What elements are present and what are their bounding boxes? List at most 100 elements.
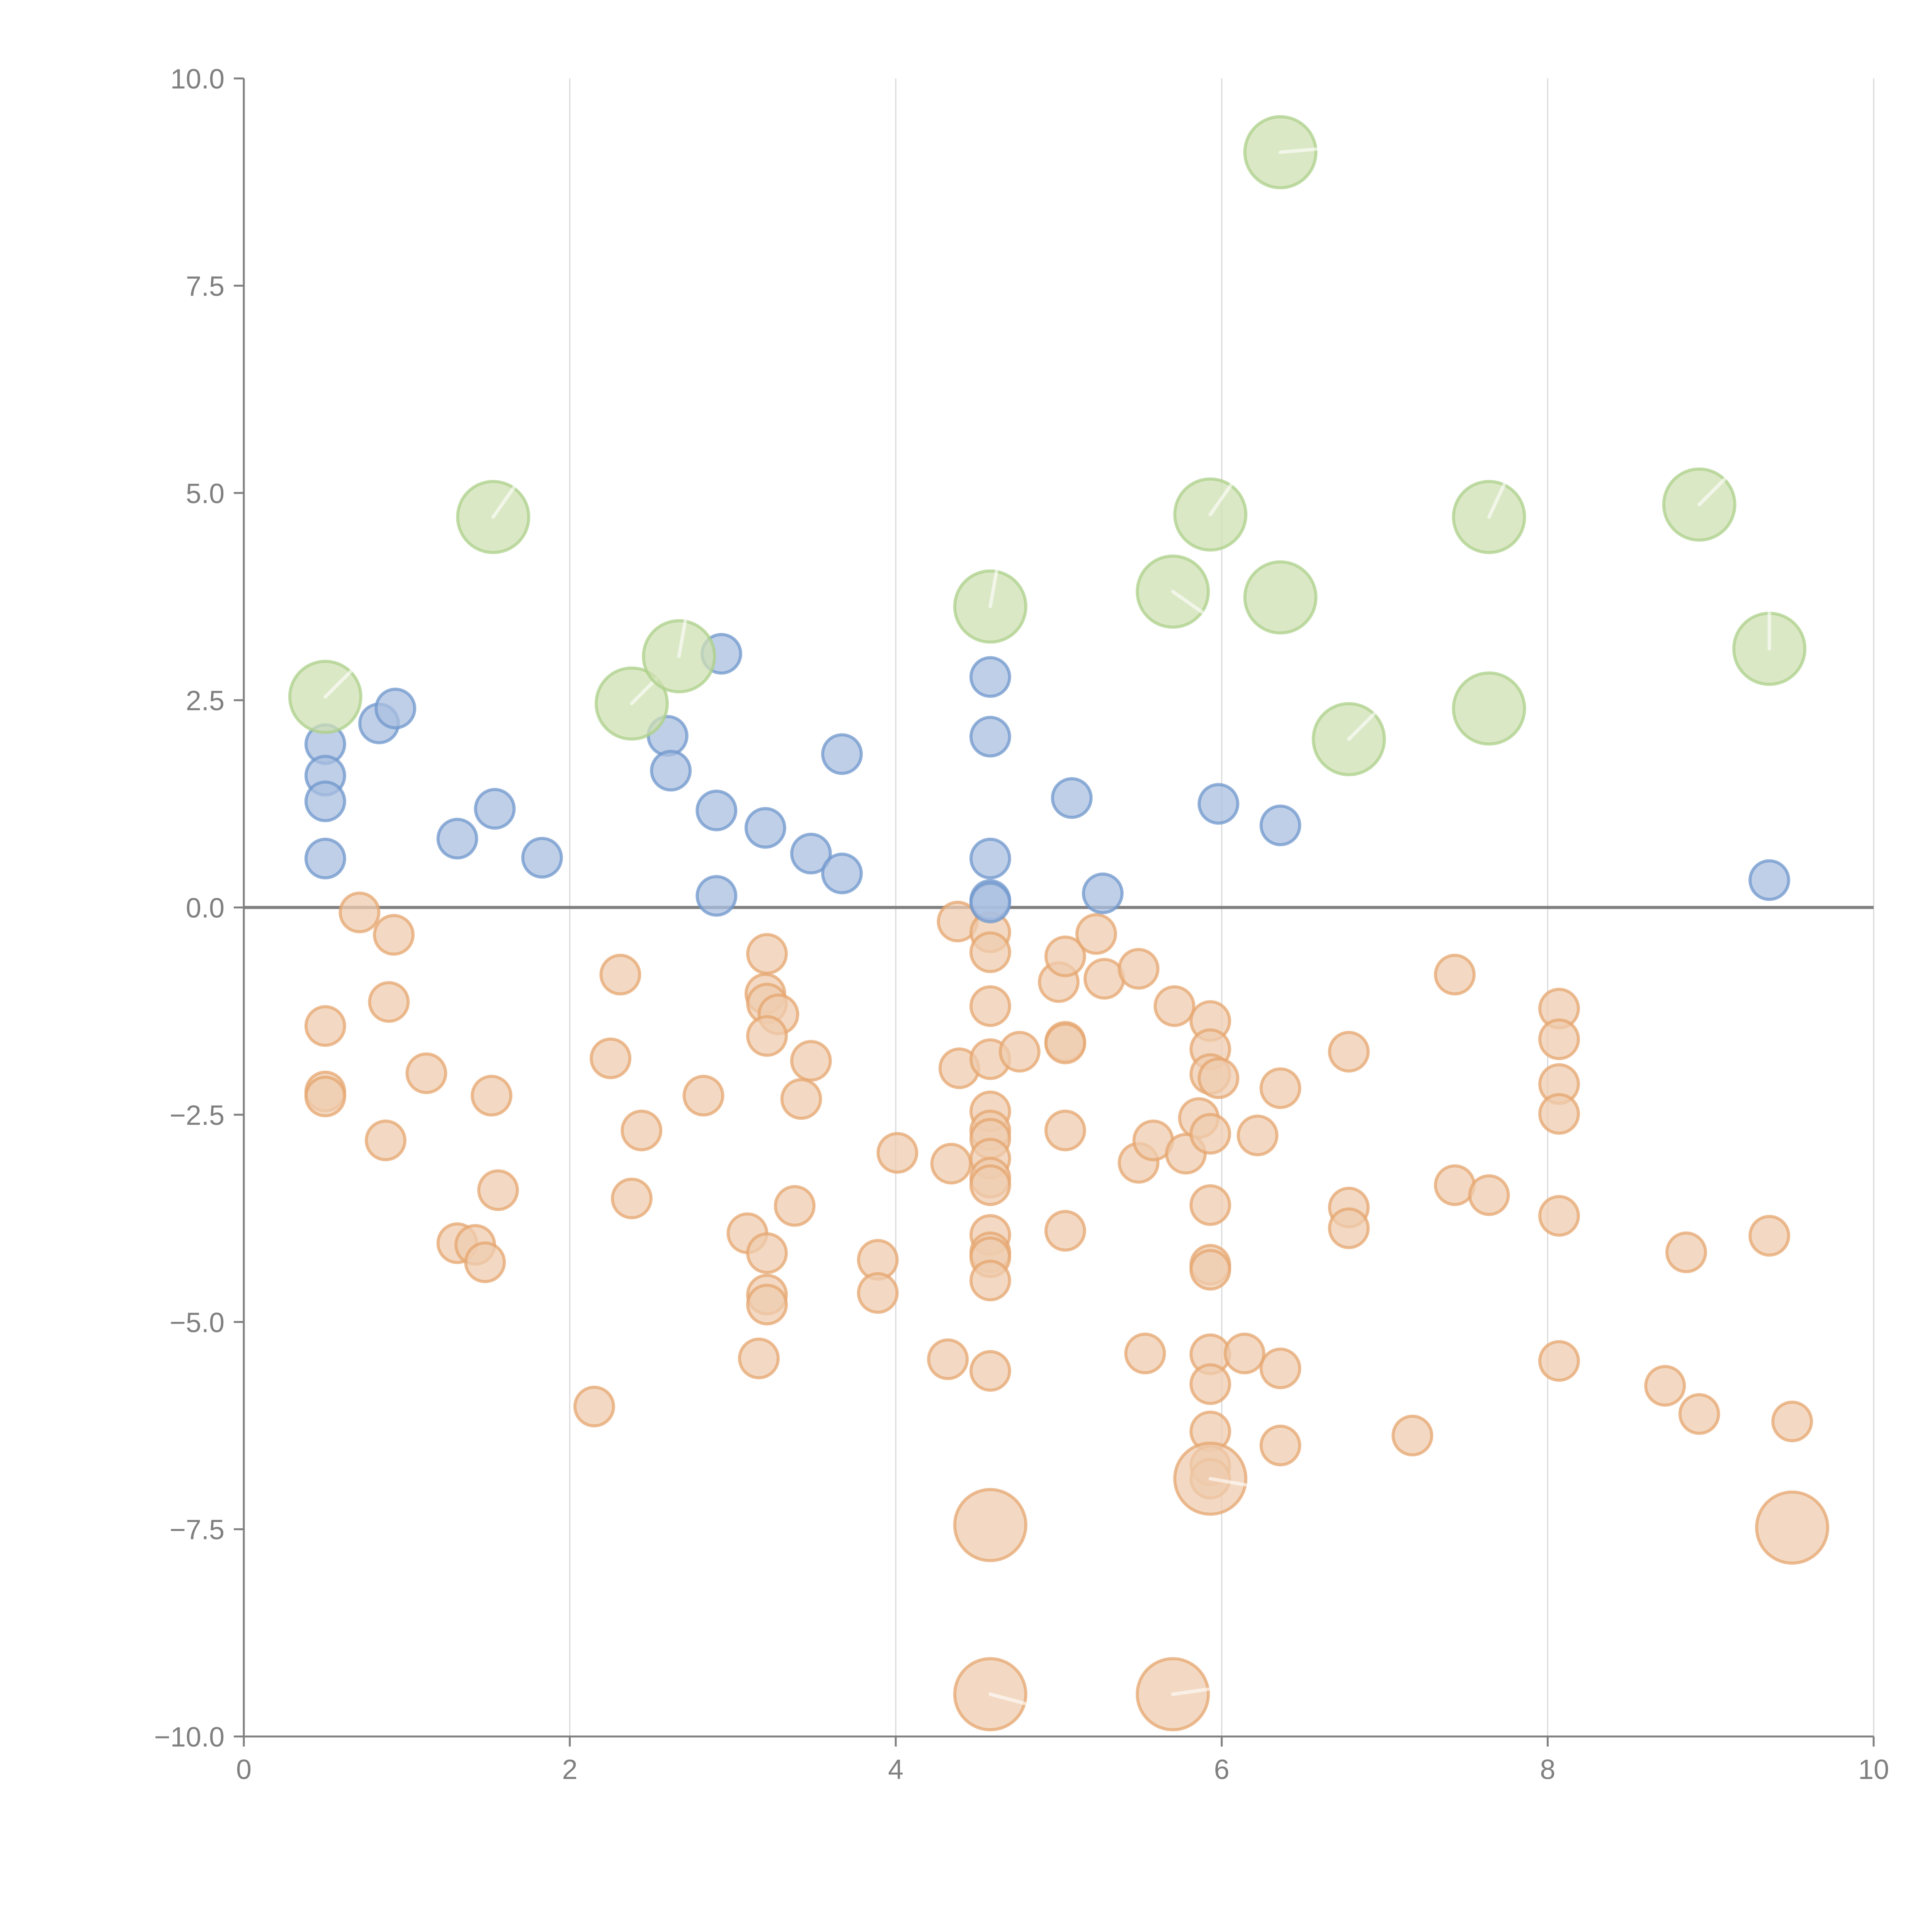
orange-marker [969, 931, 1011, 973]
data-points [288, 115, 1830, 1731]
blue-marker [744, 807, 786, 849]
green-point [1732, 611, 1807, 686]
green-point [594, 666, 669, 741]
green-direction-line [491, 486, 515, 519]
orange-marker [1044, 1109, 1086, 1151]
orange-point [471, 1075, 513, 1117]
orange-marker [1748, 1215, 1791, 1257]
y-tick-label: 5.0 [186, 478, 224, 509]
blue-marker [304, 780, 346, 822]
green-point [1452, 480, 1526, 554]
orange-point [780, 1078, 822, 1120]
orange-large-direction-line [988, 1692, 1027, 1705]
orange-marker [774, 1185, 816, 1227]
blue-marker [821, 733, 863, 775]
green-point [1173, 477, 1248, 552]
orange-marker [969, 1350, 1011, 1392]
orange-point [930, 1143, 972, 1185]
blue-marker [474, 788, 516, 830]
x-axis-ticks: 0 2 4 6 8 10 [236, 1736, 1889, 1785]
orange-point [1665, 1231, 1707, 1274]
blue-marker [696, 789, 738, 832]
orange-point [304, 1075, 346, 1117]
orange-point [1189, 1184, 1231, 1226]
blue-marker [1051, 777, 1093, 819]
orange-marker [1236, 1114, 1279, 1156]
green-direction-line [1208, 483, 1233, 517]
orange-point [1259, 1347, 1301, 1389]
orange-point [405, 1052, 447, 1094]
orange-marker [1468, 1174, 1510, 1216]
green-direction-line [1171, 590, 1204, 614]
orange-marker [1189, 1113, 1231, 1155]
orange-marker [1259, 1424, 1301, 1466]
orange-point [969, 1259, 1011, 1301]
green-direction-line [677, 619, 687, 658]
orange-point [1468, 1174, 1510, 1216]
orange-marker [1538, 1018, 1580, 1060]
blue-point [790, 833, 832, 875]
orange-point [746, 1284, 788, 1326]
orange-marker [304, 1075, 346, 1117]
orange-point [1678, 1393, 1720, 1435]
orange-point [1197, 1057, 1240, 1099]
orange-large-marker [1755, 1490, 1830, 1565]
orange-point [1538, 1195, 1580, 1237]
orange-point [1189, 1249, 1231, 1291]
orange-point [304, 1005, 346, 1047]
blue-point [304, 837, 346, 879]
orange-marker [464, 1241, 506, 1283]
blue-point [374, 687, 417, 730]
blue-marker [1748, 859, 1791, 901]
y-tick-label: 7.5 [186, 271, 224, 302]
orange-marker [738, 1337, 780, 1379]
orange-point [573, 1386, 615, 1428]
orange-marker [1259, 1347, 1301, 1389]
orange-marker [790, 1040, 832, 1082]
orange-large-point [953, 1657, 1027, 1731]
orange-point [1189, 1363, 1231, 1405]
green-point [1243, 115, 1318, 189]
orange-marker [1644, 1365, 1686, 1407]
green-point [288, 660, 362, 734]
green-marker [1452, 671, 1526, 746]
orange-point [477, 1169, 519, 1211]
orange-point [746, 1232, 788, 1274]
orange-marker [405, 1052, 447, 1094]
orange-marker [998, 1031, 1041, 1073]
y-tick-label: 0.0 [186, 893, 224, 924]
orange-marker [573, 1386, 615, 1428]
y-tick-label: −10.0 [154, 1722, 224, 1753]
orange-large-direction-line [1171, 1687, 1210, 1696]
orange-large-marker [953, 1488, 1027, 1562]
blue-marker [790, 833, 832, 875]
green-direction-line [1279, 147, 1318, 154]
orange-point [1044, 1022, 1086, 1065]
orange-point [1075, 913, 1117, 955]
orange-marker [590, 1037, 632, 1079]
blue-point [521, 837, 563, 879]
blue-point [821, 733, 863, 775]
orange-point [1259, 1067, 1301, 1109]
y-tick-label: 10.0 [170, 64, 224, 95]
green-point [1243, 560, 1318, 635]
green-direction-line [1697, 478, 1726, 507]
green-point [456, 480, 531, 554]
orange-point [969, 985, 1011, 1027]
orange-large-direction-line [1208, 1477, 1247, 1487]
orange-point [364, 1119, 406, 1162]
orange-large-point [1173, 1441, 1248, 1516]
orange-point [774, 1185, 816, 1227]
orange-marker [930, 1143, 972, 1185]
orange-marker [1189, 1363, 1231, 1405]
orange-point [1538, 1340, 1580, 1382]
orange-marker [969, 1259, 1011, 1301]
orange-marker [1197, 1057, 1240, 1099]
blue-point [1259, 804, 1301, 847]
orange-marker [746, 1015, 788, 1057]
orange-point [1153, 985, 1196, 1027]
orange-point [373, 914, 415, 956]
orange-point [1748, 1215, 1791, 1257]
green-point [642, 619, 716, 694]
